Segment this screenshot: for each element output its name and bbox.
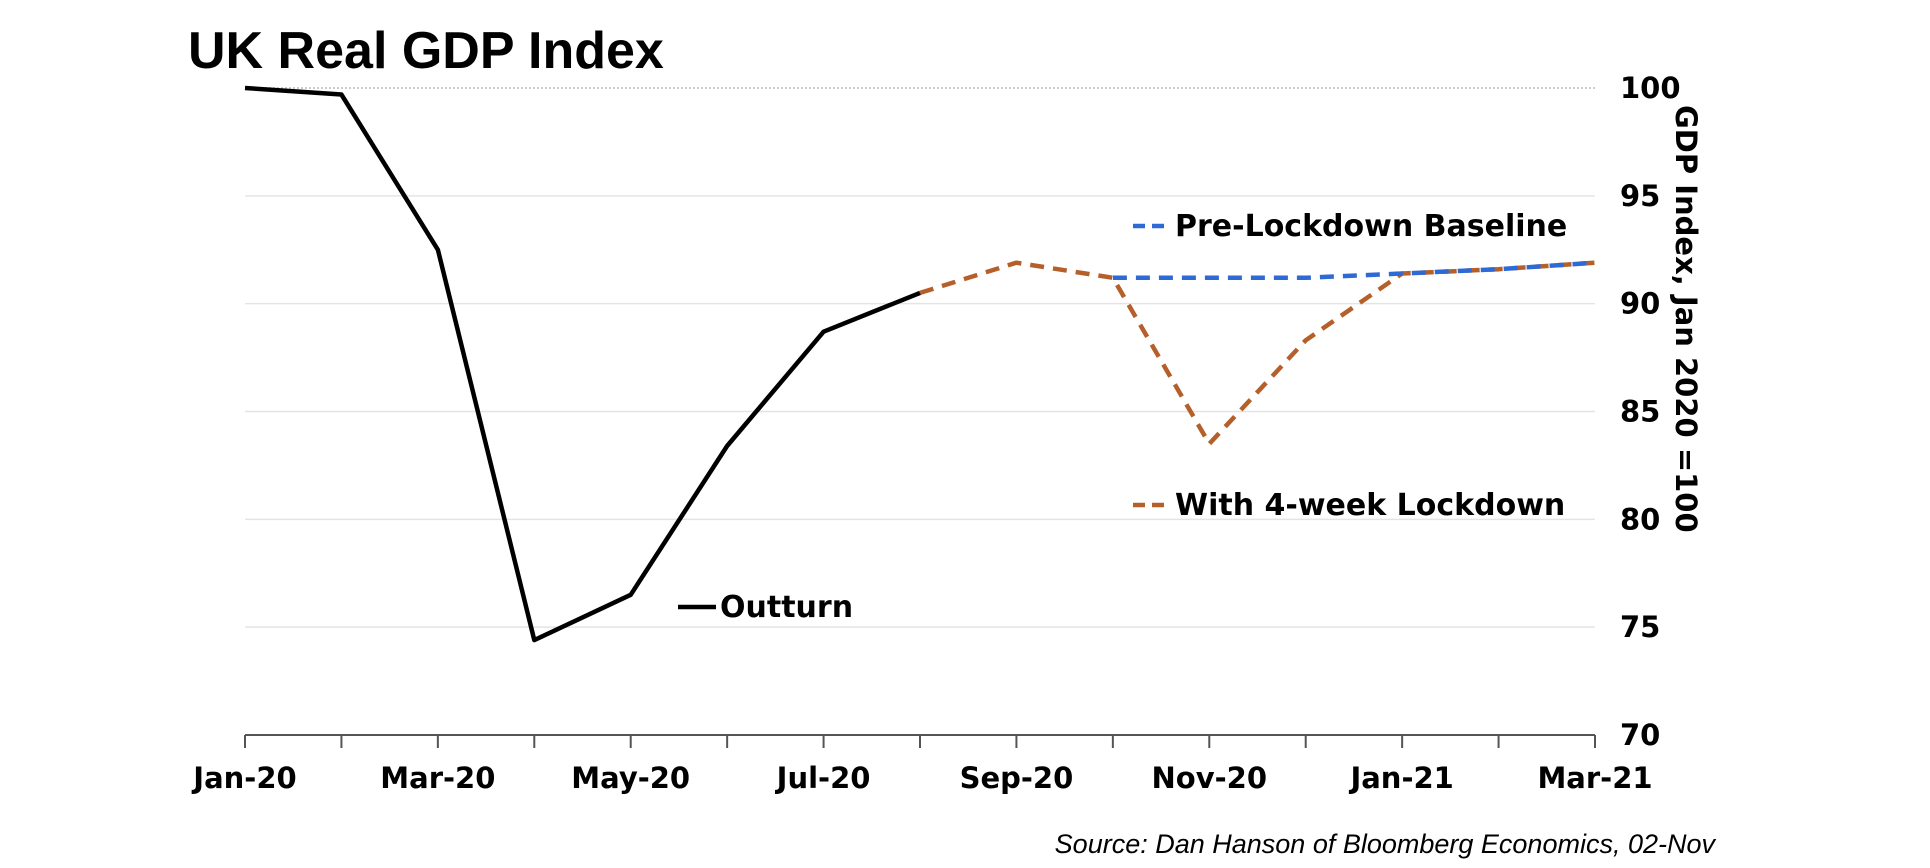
x-axis-ticks: Jan-20 Mar-20 May-20 Jul-20 Sep-20 Nov-20 Jan-… (191, 735, 1653, 795)
series-lines (244, 85, 1596, 643)
chart-title: UK Real GDP Index (188, 22, 664, 80)
x-tick-label: Mar-20 (380, 761, 495, 795)
y-tick-label: 90 (1620, 287, 1660, 321)
y-tick-label: 70 (1620, 718, 1660, 752)
series-line-pre-lockdown-baseline (1112, 260, 1596, 281)
source-note: Source: Dan Hanson of Bloomberg Economic… (1055, 829, 1717, 859)
y-axis-ticks: 70 75 80 85 90 95 100 (1620, 71, 1681, 752)
y-tick-label: 95 (1620, 179, 1660, 213)
legend: Pre-Lockdown Baseline With 4-week Lockdow… (678, 209, 1567, 625)
x-tick-label: Jul-20 (775, 761, 871, 795)
x-tick-label: May-20 (571, 761, 690, 795)
x-tick-label: Nov-20 (1152, 761, 1268, 795)
x-tick-label: Sep-20 (960, 761, 1074, 795)
y-axis-label: GDP Index, Jan 2020 =100 (1669, 105, 1703, 533)
legend-label: Outturn (720, 590, 853, 625)
x-tick-label: Mar-21 (1537, 761, 1652, 795)
y-tick-label: 75 (1620, 610, 1660, 644)
series-line-outturn (244, 85, 921, 643)
series-line-with-4-week-lockdown (919, 260, 1596, 447)
y-tick-label: 85 (1620, 395, 1660, 429)
x-tick-label: Jan-20 (191, 761, 296, 795)
legend-label: Pre-Lockdown Baseline (1175, 209, 1567, 244)
x-tick-label: Jan-21 (1348, 761, 1453, 795)
y-tick-label: 80 (1620, 502, 1660, 536)
y-tick-label: 100 (1620, 71, 1681, 105)
legend-label: With 4-week Lockdown (1175, 488, 1565, 523)
gridlines (245, 87, 1595, 628)
